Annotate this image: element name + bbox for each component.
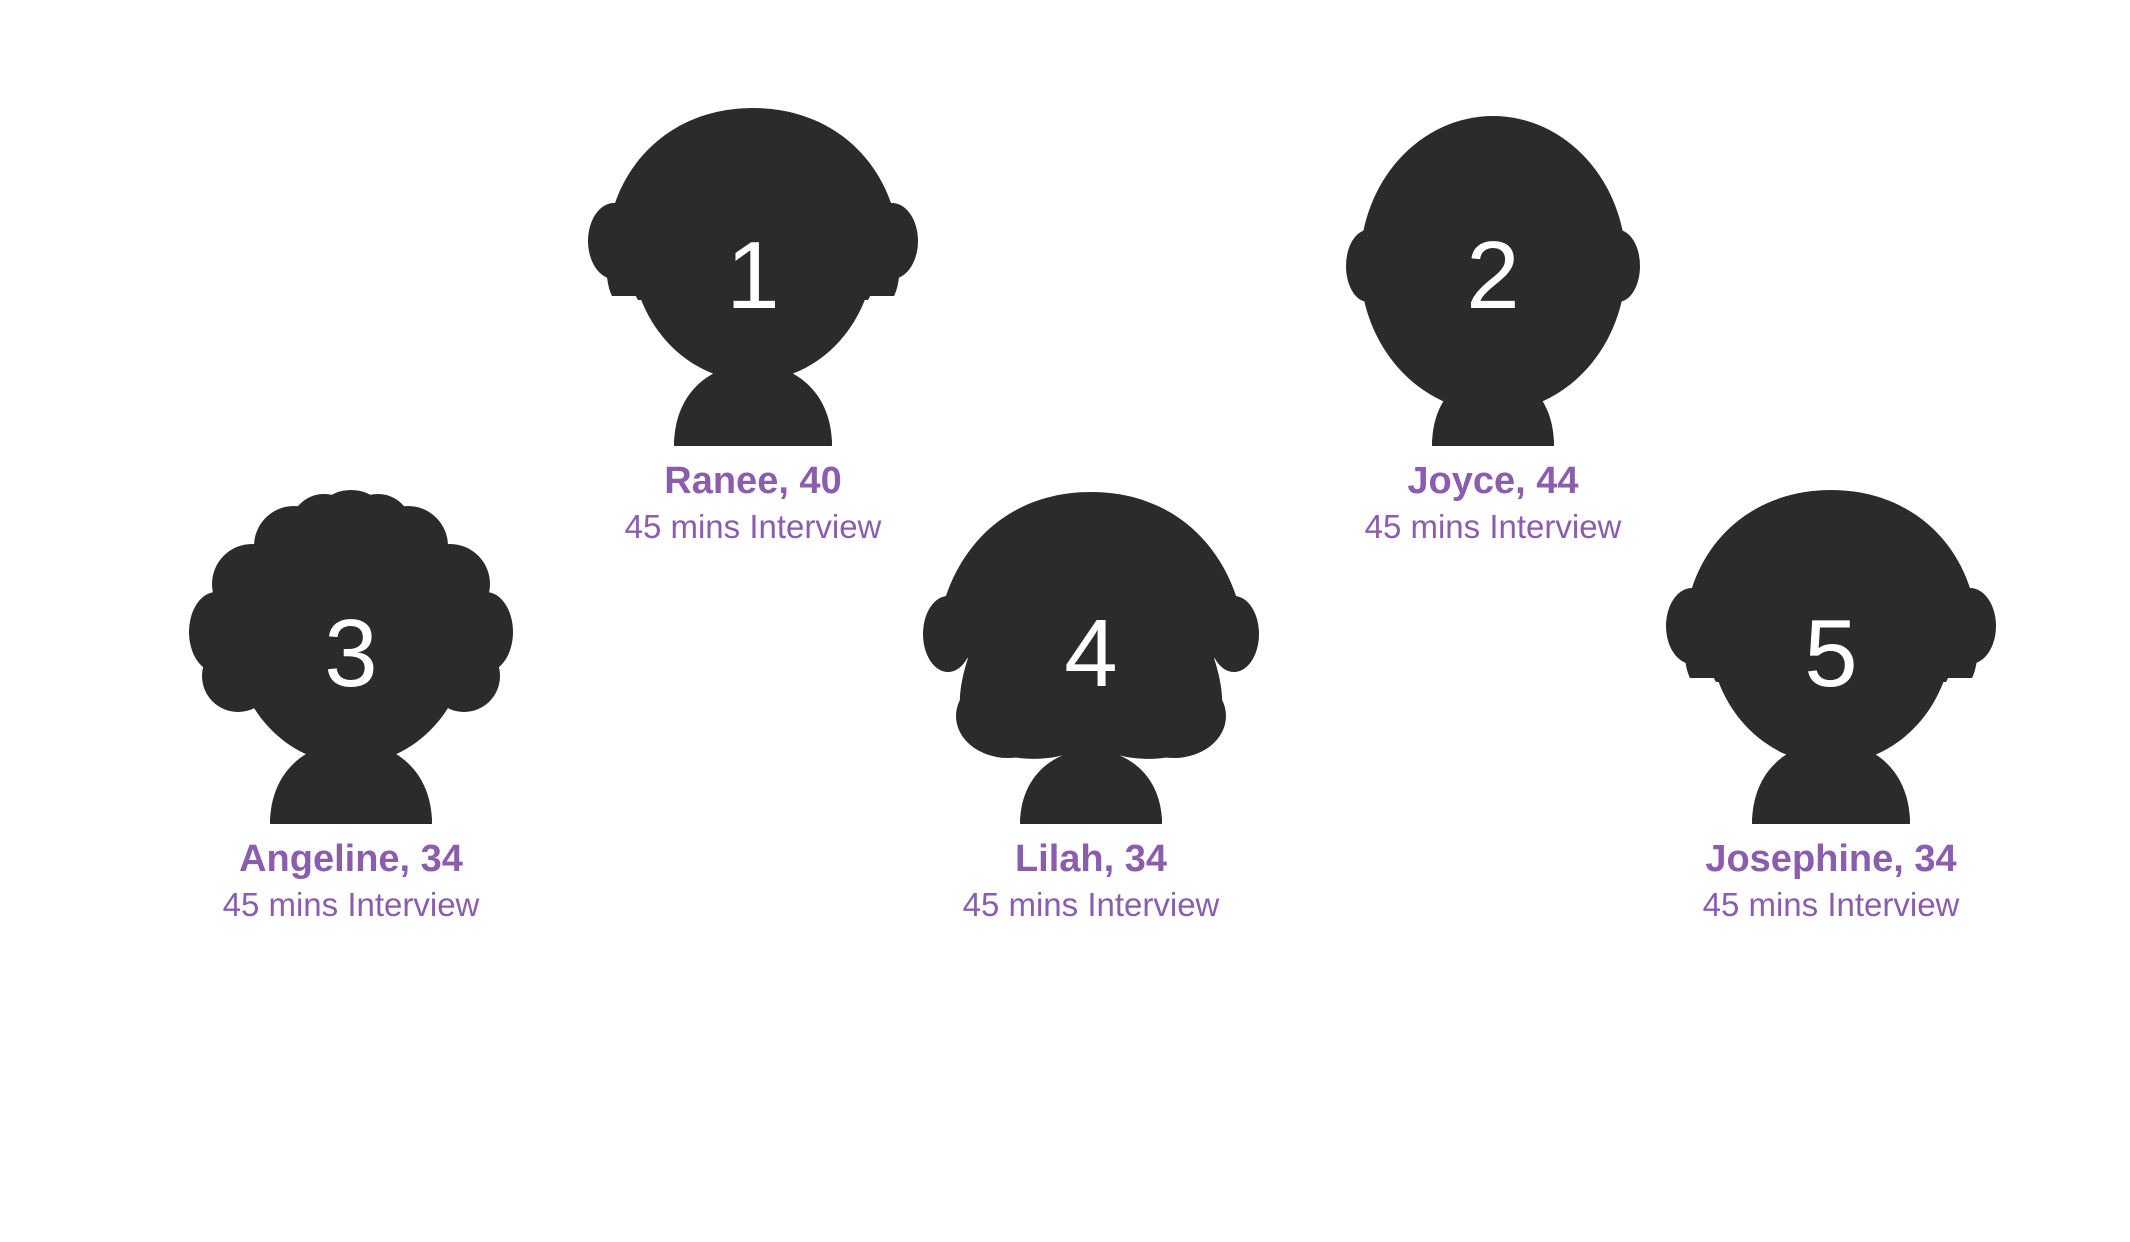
candidate-card-3[interactable]: 3 Angeline, 34 45 mins Interview xyxy=(131,484,571,923)
candidate-meta: 45 mins Interview xyxy=(222,885,480,923)
avatar[interactable]: 3 xyxy=(186,484,516,824)
candidate-card-4[interactable]: 4 Lilah, 34 45 mins Interview xyxy=(871,484,1311,923)
candidate-name: Angeline, 34 xyxy=(239,838,463,880)
avatar-bald-head-icon xyxy=(1346,116,1640,446)
candidate-meta: 45 mins Interview xyxy=(962,885,1220,923)
candidate-meta: 45 mins Interview xyxy=(1702,885,1960,923)
candidate-card-5[interactable]: 5 Josephine, 34 45 mins Interview xyxy=(1611,484,2051,923)
candidate-name: Lilah, 34 xyxy=(1014,838,1168,880)
candidate-meta: 45 mins Interview xyxy=(624,507,882,545)
avatar[interactable]: 1 xyxy=(588,106,918,446)
candidate-name: Josephine, 34 xyxy=(1705,838,1957,880)
avatar[interactable]: 5 xyxy=(1666,484,1996,824)
candidate-name: Ranee, 40 xyxy=(664,460,842,502)
candidate-card-2[interactable]: 2 Joyce, 44 45 mins Interview xyxy=(1273,106,1713,545)
avatar[interactable]: 4 xyxy=(923,484,1259,824)
avatar-mushroom-hair-icon xyxy=(923,492,1259,824)
candidate-meta: 45 mins Interview xyxy=(1364,507,1622,545)
avatar-bob-hair-icon xyxy=(588,108,918,446)
avatar-curly-hair-icon xyxy=(189,490,513,824)
candidate-name: Joyce, 44 xyxy=(1407,460,1579,502)
avatar[interactable]: 2 xyxy=(1328,106,1658,446)
avatar-bob-hair-icon xyxy=(1666,490,1996,824)
candidate-card-1[interactable]: 1 Ranee, 40 45 mins Interview xyxy=(533,106,973,545)
